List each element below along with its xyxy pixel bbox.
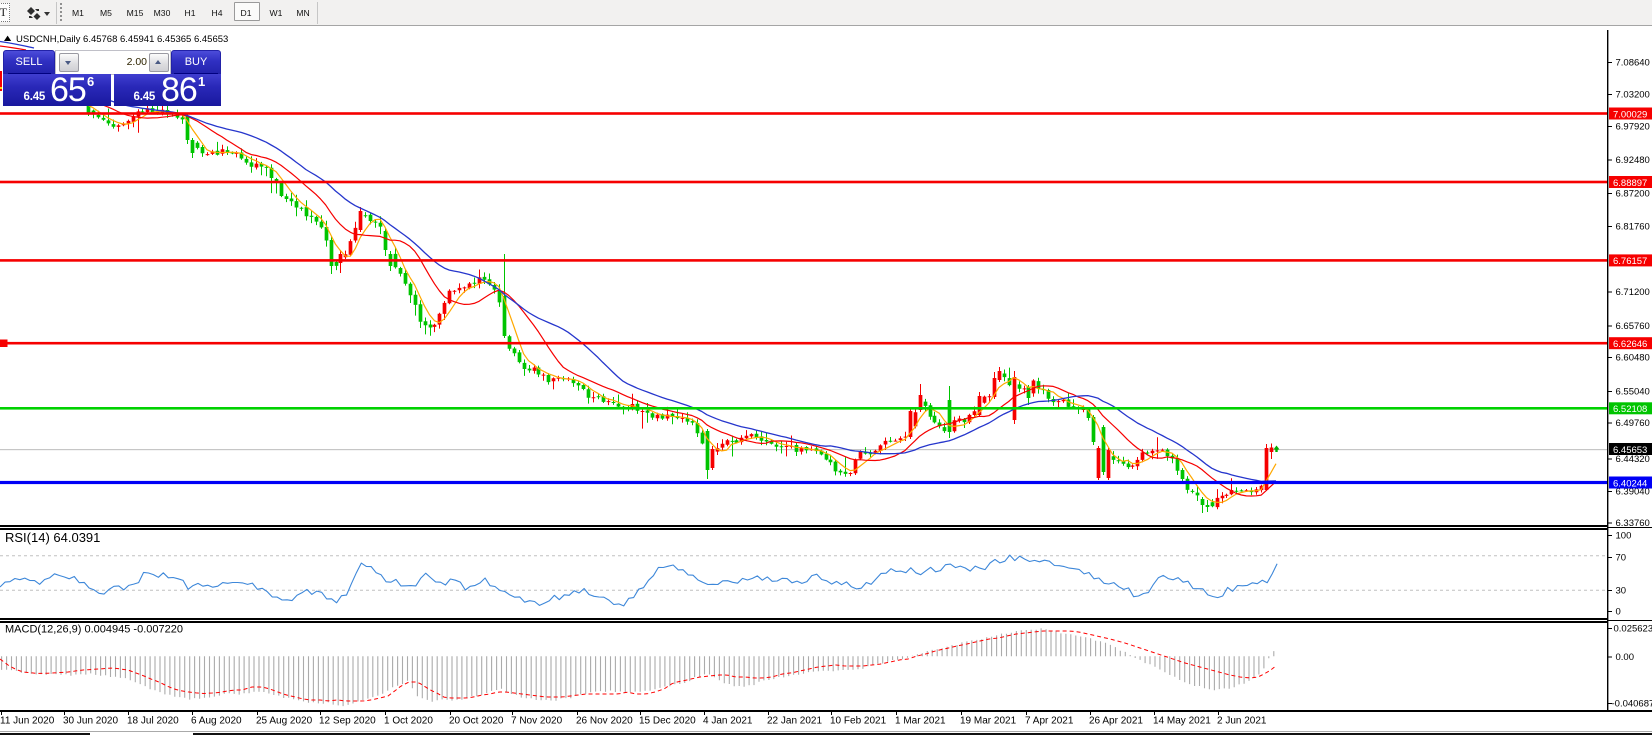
svg-text:6.44320: 6.44320 — [1616, 454, 1650, 465]
svg-text:1 Oct 2020: 1 Oct 2020 — [384, 716, 433, 727]
svg-text:RSI(14) 64.0391: RSI(14) 64.0391 — [5, 530, 100, 545]
svg-text:6.88897: 6.88897 — [1613, 178, 1647, 189]
svg-text:15 Dec 2020: 15 Dec 2020 — [639, 716, 696, 727]
svg-text:6.87200: 6.87200 — [1616, 189, 1650, 200]
svg-text:18 Jul 2020: 18 Jul 2020 — [127, 716, 179, 727]
svg-text:26 Apr 2021: 26 Apr 2021 — [1089, 716, 1143, 727]
svg-text:6.71200: 6.71200 — [1616, 287, 1650, 298]
svg-text:7 Nov 2020: 7 Nov 2020 — [511, 716, 563, 727]
svg-text:25 Aug 2020: 25 Aug 2020 — [256, 716, 313, 727]
svg-text:6.33760: 6.33760 — [1616, 518, 1650, 529]
svg-text:6 Aug 2020: 6 Aug 2020 — [191, 716, 242, 727]
svg-text:-0.040687: -0.040687 — [1612, 699, 1652, 710]
svg-text:0.025623: 0.025623 — [1614, 624, 1652, 635]
svg-text:100: 100 — [1616, 531, 1632, 542]
svg-text:0: 0 — [1616, 607, 1621, 618]
svg-text:70: 70 — [1616, 553, 1627, 564]
svg-text:20 Oct 2020: 20 Oct 2020 — [449, 716, 504, 727]
svg-text:6.49760: 6.49760 — [1616, 418, 1650, 429]
svg-text:4 Jan 2021: 4 Jan 2021 — [703, 716, 753, 727]
svg-text:7.00029: 7.00029 — [1613, 109, 1647, 120]
svg-text:6.60480: 6.60480 — [1616, 353, 1650, 364]
svg-text:30 Jun 2020: 30 Jun 2020 — [63, 716, 118, 727]
svg-text:30: 30 — [1616, 586, 1627, 597]
svg-text:6.45653: 6.45653 — [1613, 445, 1647, 456]
svg-text:6.52108: 6.52108 — [1613, 404, 1647, 415]
svg-text:6.40244: 6.40244 — [1613, 478, 1647, 489]
svg-text:6.81760: 6.81760 — [1616, 222, 1650, 233]
svg-text:26 Nov 2020: 26 Nov 2020 — [576, 716, 633, 727]
svg-text:1 Mar 2021: 1 Mar 2021 — [895, 716, 946, 727]
svg-text:6.55040: 6.55040 — [1616, 387, 1650, 398]
svg-text:MACD(12,26,9) 0.004945 -0.0072: MACD(12,26,9) 0.004945 -0.007220 — [5, 624, 183, 636]
svg-text:14 May 2021: 14 May 2021 — [1153, 716, 1211, 727]
svg-text:6.92480: 6.92480 — [1616, 155, 1650, 166]
svg-text:7.08640: 7.08640 — [1616, 58, 1650, 69]
svg-text:0.00: 0.00 — [1616, 652, 1635, 663]
svg-text:11 Jun 2020: 11 Jun 2020 — [0, 716, 55, 727]
svg-text:22 Jan 2021: 22 Jan 2021 — [767, 716, 822, 727]
svg-text:19 Mar 2021: 19 Mar 2021 — [960, 716, 1017, 727]
svg-text:10 Feb 2021: 10 Feb 2021 — [830, 716, 887, 727]
svg-text:6.65760: 6.65760 — [1616, 321, 1650, 332]
svg-text:6.97920: 6.97920 — [1616, 122, 1650, 133]
svg-text:7.03200: 7.03200 — [1616, 90, 1650, 101]
svg-text:12 Sep 2020: 12 Sep 2020 — [319, 716, 376, 727]
svg-text:6.76157: 6.76157 — [1613, 256, 1647, 267]
svg-text:7 Apr 2021: 7 Apr 2021 — [1025, 716, 1074, 727]
svg-text:2 Jun 2021: 2 Jun 2021 — [1217, 716, 1267, 727]
svg-text:USDCNH,Daily 6.45768 6.45941: USDCNH,Daily 6.45768 6.45941 6.45365 6.4… — [16, 34, 228, 45]
svg-text:6.39040: 6.39040 — [1616, 487, 1650, 498]
svg-text:6.62646: 6.62646 — [1613, 339, 1647, 350]
